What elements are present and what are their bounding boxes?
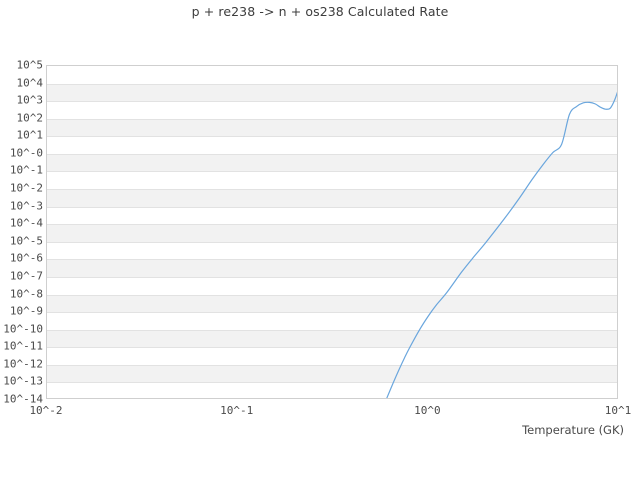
gridline [47,206,617,208]
y-axis-tick-label: 10^-2 [9,181,43,195]
gridline [47,136,617,138]
x-axis-title: Temperature (GK) [522,423,624,437]
gridline [47,118,617,120]
chart-title: p + re238 -> n + os238 Calculated Rate [191,4,449,19]
y-axis-tick-label: 10^3 [16,93,44,107]
y-axis-tick-label: 10^4 [16,76,44,90]
x-axis-tick-label: 10^-1 [220,404,254,417]
series-curve-layer [386,91,617,398]
gridline [47,153,617,155]
gridline [47,329,617,331]
gridline-band [47,153,617,172]
gridline [47,224,617,226]
gridline [47,241,617,243]
gridline [47,382,617,384]
y-axis-tick-label: 10^-10 [3,322,43,336]
y-axis-tick-label: 10^-1 [9,163,43,177]
gridline [47,101,617,103]
series-line-calculated-rate [386,91,617,398]
gridline-band [47,364,617,383]
y-axis-tick-label: 10^-11 [3,339,43,353]
x-axis-tick-label: 10^1 [604,404,632,417]
plot-area [46,65,618,399]
y-axis-tick-label: 10^5 [16,58,44,72]
x-axis-tick-label: 10^-2 [29,404,63,417]
gridline [47,312,617,314]
gridline [47,276,617,278]
y-axis-tick-label: 10^-14 [3,392,43,406]
gridline [47,171,617,173]
gridline-band [47,329,617,348]
gridline [47,259,617,261]
y-axis-tick-label: 10^-5 [9,234,43,248]
gridline [47,294,617,296]
gridline-band [47,83,617,102]
y-axis-tick-label: 10^-9 [9,304,43,318]
y-axis-tick-label: 10^-13 [3,374,43,388]
gridline [47,347,617,349]
y-axis-tick-label: 10^1 [16,128,44,142]
gridline-band [47,294,617,313]
y-axis-tick-label: 10^-7 [9,269,43,283]
gridline-band [47,189,617,207]
y-axis-tick-label: 10^-12 [3,357,43,371]
x-axis-tick-label: 10^0 [414,404,441,417]
y-axis-tick-label: 10^-6 [9,251,43,265]
gridline [47,83,617,85]
gridline-band [47,118,617,137]
gridline [47,364,617,366]
y-axis-tick-label: 10^-3 [9,199,43,213]
y-axis-tick-label: 10^-8 [9,287,43,301]
gridline [47,189,617,191]
gridline-band [47,224,617,242]
y-axis-tick-label: 10^-4 [9,216,43,230]
y-axis-tick-label: 10^-0 [9,146,43,160]
y-axis-tick-label: 10^2 [16,111,44,125]
gridline-band [47,259,617,277]
